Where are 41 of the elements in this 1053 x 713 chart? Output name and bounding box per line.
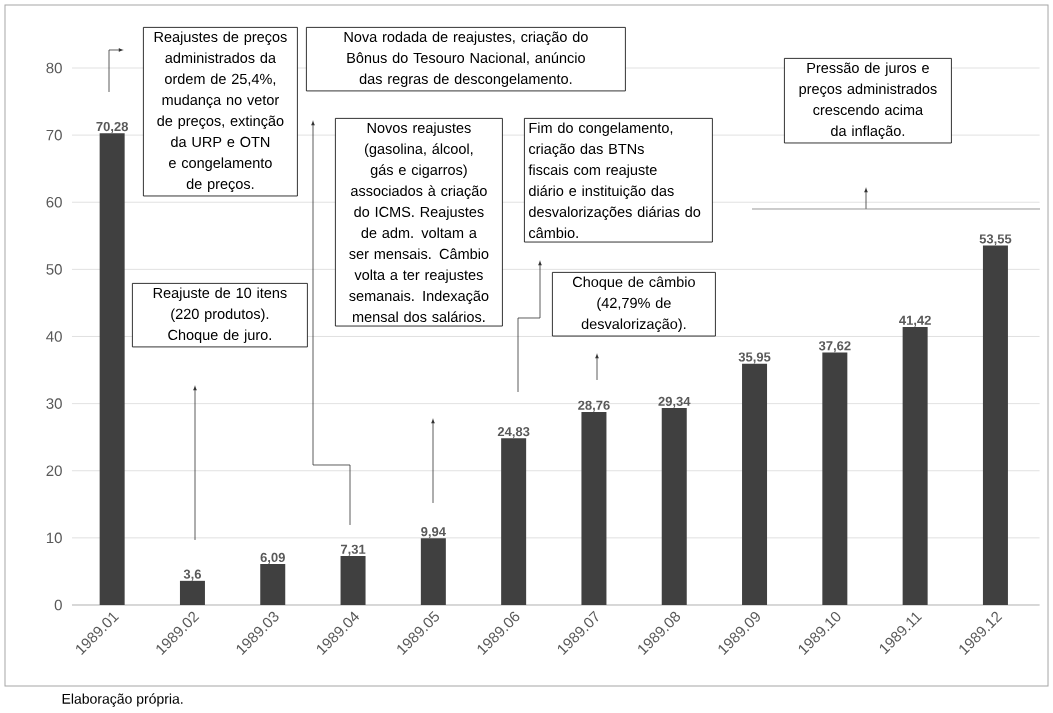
data-label: 7,31 bbox=[340, 544, 366, 556]
data-label: 37,62 bbox=[818, 341, 851, 353]
data-label: 9,94 bbox=[421, 526, 446, 539]
annotation: Pressão de juros e preços administrados crescendo acima da inflação. bbox=[799, 62, 937, 139]
annotation: Fim do congelamento, criação das BTNs fiscais com reajuste diário e instituição das desvalorizações diárias do câmbio. bbox=[528, 122, 701, 239]
annotation: Nova rodada de reajustes, criação do Bônus do Tesouro Nacional, anúncio das regras de descongelamento. bbox=[344, 31, 588, 87]
bar bbox=[99, 133, 125, 605]
y-tick-label: 70 bbox=[46, 129, 62, 141]
data-label: 41,42 bbox=[899, 315, 931, 327]
annotation: Choque de câmbio (42,79% de desvalorização). bbox=[572, 276, 695, 333]
bar bbox=[501, 438, 527, 605]
y-tick-label: 60 bbox=[46, 196, 62, 208]
data-label: 24,83 bbox=[497, 427, 530, 439]
bar bbox=[179, 580, 205, 605]
data-label: 3,6 bbox=[183, 569, 202, 581]
bar bbox=[340, 555, 366, 605]
bar bbox=[822, 352, 848, 605]
data-label: 29,34 bbox=[658, 396, 691, 408]
bar bbox=[982, 245, 1008, 605]
bar bbox=[420, 538, 446, 605]
y-tick-label: 30 bbox=[46, 398, 62, 409]
y-tick-label: 40 bbox=[46, 331, 62, 342]
text: Novos reajustes (gasolina, álcool, gás e cigarros) associados à criação do ICMS. Reajustes de adm. voltam a ser mensais. Câmbio volta a ter reajustes semanais. Indexação mensal dos salários. bbox=[349, 122, 489, 323]
bar bbox=[742, 363, 768, 605]
data-label: 28,76 bbox=[578, 400, 610, 412]
bar bbox=[661, 408, 687, 605]
bar bbox=[902, 326, 928, 605]
y-tick-label: 50 bbox=[46, 264, 62, 275]
annotation: Reajustes de preços administrados da ordem de 25,4%, mudança no vetor de preços, extinção da URP e OTN e congelamento de preços. bbox=[154, 31, 287, 192]
data-label: 6,09 bbox=[260, 552, 285, 564]
y-tick-label: 0 bbox=[54, 599, 62, 611]
y-tick-label: 20 bbox=[46, 465, 62, 477]
data-label: 53,55 bbox=[979, 234, 1012, 246]
y-tick-label: 10 bbox=[46, 532, 62, 544]
annotation: Reajuste de 10 itens (220 produtos). Choque de juro. bbox=[153, 287, 287, 343]
data-label: 35,95 bbox=[738, 352, 771, 364]
bar bbox=[260, 564, 286, 605]
bar bbox=[581, 411, 607, 605]
text: Elaboração própria. bbox=[62, 693, 183, 707]
data-label: 70,28 bbox=[96, 121, 129, 134]
y-tick-label: 80 bbox=[46, 62, 62, 74]
